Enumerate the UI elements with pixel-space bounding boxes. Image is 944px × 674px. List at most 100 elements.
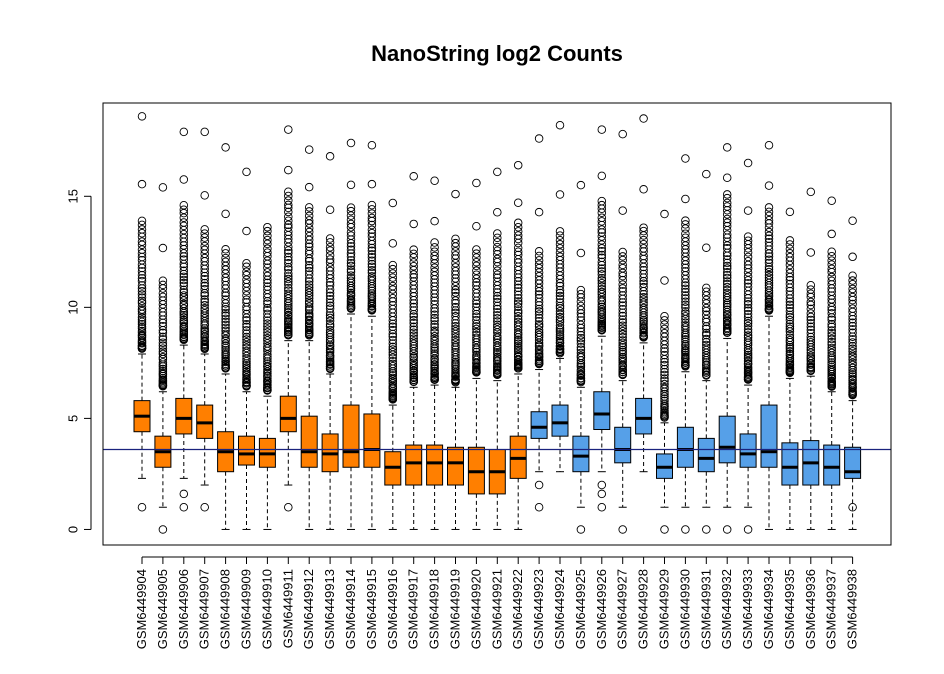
outlier-max-point — [618, 129, 627, 139]
outlier-point — [472, 319, 481, 329]
outlier-point — [681, 350, 690, 360]
outlier-point — [827, 364, 836, 374]
outlier-point — [743, 306, 753, 315]
outlier-point — [827, 340, 836, 349]
outlier-point — [367, 220, 377, 230]
outlier-point — [409, 337, 418, 346]
outlier-point — [242, 346, 251, 356]
outlier-point — [764, 231, 774, 241]
outlier-point — [137, 229, 147, 238]
outlier-point — [827, 309, 836, 318]
outlier-point — [451, 321, 460, 331]
outlier-point — [242, 295, 251, 304]
outlier-point — [430, 310, 439, 320]
outlier-point — [848, 347, 857, 356]
outlier-point — [660, 357, 669, 367]
outlier-point — [618, 264, 627, 273]
outlier-point — [242, 329, 251, 338]
outlier-point — [597, 171, 607, 181]
outlier-point — [242, 351, 251, 361]
outlier-point — [367, 272, 377, 281]
outlier-point — [200, 306, 209, 315]
outlier-point — [472, 347, 481, 357]
outlier-point — [284, 196, 293, 205]
outlier-point — [137, 225, 147, 234]
outlier-point — [681, 352, 690, 362]
outlier-point — [555, 285, 565, 295]
outlier-point — [430, 326, 439, 335]
outlier-point — [743, 350, 753, 360]
outlier-point — [764, 211, 774, 221]
outlier-point — [284, 272, 293, 281]
outlier-point — [451, 341, 460, 350]
outlier-point — [660, 394, 669, 403]
box-iqr — [530, 411, 548, 439]
outlier-point — [848, 280, 857, 289]
outlier-point — [263, 303, 272, 313]
outlier-point — [409, 344, 418, 353]
outlier-point — [430, 320, 439, 329]
x-tick-label: GSM6449938 — [845, 569, 860, 649]
outlier-low-point — [576, 525, 586, 534]
outlier-point — [785, 342, 795, 352]
outlier-point — [179, 288, 189, 297]
outlier-point — [618, 308, 627, 317]
outlier-point — [304, 280, 314, 289]
outlier-point — [785, 297, 795, 306]
outlier-point — [534, 344, 544, 354]
outlier-point — [388, 373, 398, 383]
outlier-point — [242, 326, 251, 335]
outlier-low-point — [618, 525, 627, 534]
outlier-max-point — [597, 125, 607, 134]
outlier-point — [681, 263, 690, 273]
outlier-point — [179, 275, 189, 285]
outlier-point — [179, 321, 189, 331]
outlier-point — [430, 267, 439, 277]
outlier-point — [284, 187, 293, 196]
outlier-point — [472, 350, 481, 360]
outlier-point — [639, 295, 648, 304]
outlier-point — [263, 336, 272, 345]
outlier-point — [534, 317, 544, 326]
outlier-point — [639, 292, 648, 302]
outlier-point — [702, 358, 711, 367]
outlier-point — [430, 251, 439, 261]
outlier-point — [681, 220, 690, 229]
outlier-point — [137, 302, 147, 311]
outlier-point — [346, 261, 356, 271]
x-tick-label: GSM6449934 — [761, 569, 776, 649]
outlier-max-point — [639, 114, 648, 123]
outlier-max-point — [806, 187, 816, 197]
outlier-max-point — [743, 158, 753, 168]
outlier-point — [576, 365, 586, 375]
outlier-point — [263, 271, 272, 281]
outlier-point — [513, 297, 523, 306]
outlier-point — [555, 231, 565, 240]
outlier-max-point — [388, 198, 398, 208]
outlier-max-point — [722, 143, 732, 152]
outlier-point — [618, 356, 627, 365]
outlier-point — [639, 223, 648, 232]
outlier-point — [743, 297, 753, 306]
outlier-point — [827, 346, 836, 355]
outlier-point — [242, 320, 251, 329]
x-tick-label: GSM6449924 — [552, 569, 567, 649]
outlier-max-point — [534, 134, 544, 143]
outlier-point — [639, 321, 648, 331]
outlier-point — [513, 320, 523, 330]
outlier-point — [325, 344, 335, 353]
outlier-point — [388, 353, 398, 362]
outlier-point — [555, 330, 565, 339]
outlier-point — [409, 358, 418, 367]
outlier-point — [493, 320, 502, 330]
outlier-point — [743, 252, 753, 262]
box-iqr — [405, 444, 423, 486]
outlier-point — [325, 301, 335, 311]
outlier-point — [284, 314, 293, 323]
outlier-point — [242, 367, 251, 376]
outlier-point — [346, 245, 356, 254]
outlier-point — [221, 245, 230, 254]
outlier-point — [158, 368, 168, 378]
outlier-point — [702, 287, 711, 297]
outlier-point — [827, 229, 836, 239]
